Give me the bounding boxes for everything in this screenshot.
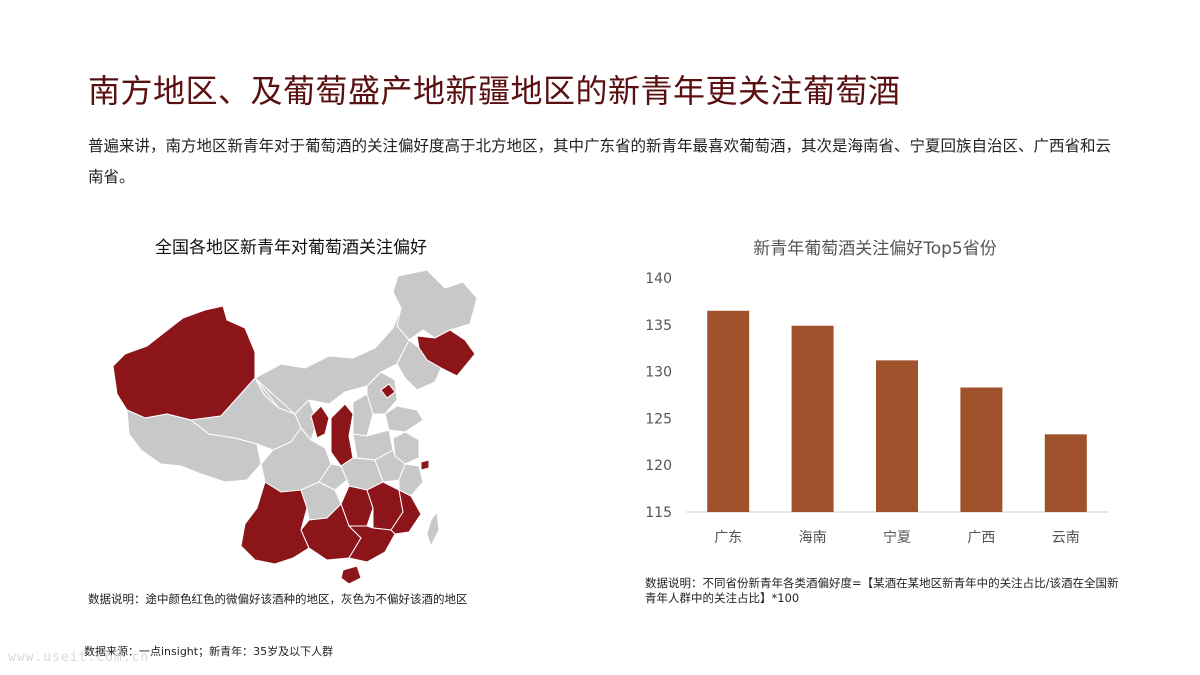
bar-0: [707, 310, 750, 512]
watermark: www.useit.com.cn: [8, 650, 150, 665]
province-hebei: [366, 371, 398, 415]
intro-paragraph: 普遍来讲，南方地区新青年对于葡萄酒的关注偏好度高于北方地区，其中广东省的新青年最…: [88, 137, 1112, 186]
province-liaoning: [396, 339, 442, 391]
province-heilongjiang: [392, 269, 478, 341]
map-note: 数据说明：途中颜色红色的微偏好该酒种的地区，灰色为不偏好该酒的地区: [88, 592, 468, 606]
x-tick-label: 宁夏: [883, 529, 911, 546]
y-tick-label: 140: [645, 271, 672, 287]
x-tick-label: 云南: [1052, 530, 1080, 546]
x-tick-label: 广西: [967, 530, 995, 546]
province-beijing: [380, 383, 396, 399]
bar-4: [1044, 434, 1087, 512]
y-tick-label: 135: [645, 318, 672, 334]
chart-note: 数据说明：不同省份新青年各类酒偏好度=【某酒在某地区新青年中的关注占比/该酒在全…: [645, 576, 1119, 605]
slide-title: 南方地区、及葡萄盛产地新疆地区的新青年更关注葡萄酒: [88, 72, 901, 110]
province-tibet: [126, 409, 262, 483]
chart-title: 新青年葡萄酒关注偏好Top5省份: [753, 239, 997, 259]
x-tick-label: 广东: [714, 530, 742, 546]
province-yunnan: [240, 481, 310, 565]
y-tick-label: 125: [645, 411, 672, 427]
x-tick-label: 海南: [799, 530, 827, 546]
y-tick-label: 120: [645, 458, 672, 474]
province-ningxia: [310, 405, 330, 439]
data-source: 数据来源：一点insight；新青年：35岁及以下人群: [84, 645, 334, 658]
china-map: [105, 268, 495, 590]
bar-1: [791, 325, 834, 512]
province-shanxi: [352, 393, 374, 437]
bar-2: [876, 360, 918, 512]
province-shandong: [384, 405, 424, 433]
province-guangdong: [347, 525, 396, 563]
province-shaanxi: [330, 403, 354, 467]
bar-3: [960, 387, 1003, 512]
province-shanghai: [420, 459, 430, 471]
province-hainan: [340, 565, 362, 585]
map-title: 全国各地区新青年对葡萄酒关注偏好: [155, 238, 427, 258]
province-fujian: [390, 489, 422, 535]
y-tick-label: 130: [645, 365, 672, 381]
y-tick-label: 115: [645, 505, 672, 521]
bar-chart: 115 120 125 130 135 140 广东 海南 宁夏 广西 云南: [645, 271, 1108, 546]
province-taiwan: [426, 510, 440, 548]
